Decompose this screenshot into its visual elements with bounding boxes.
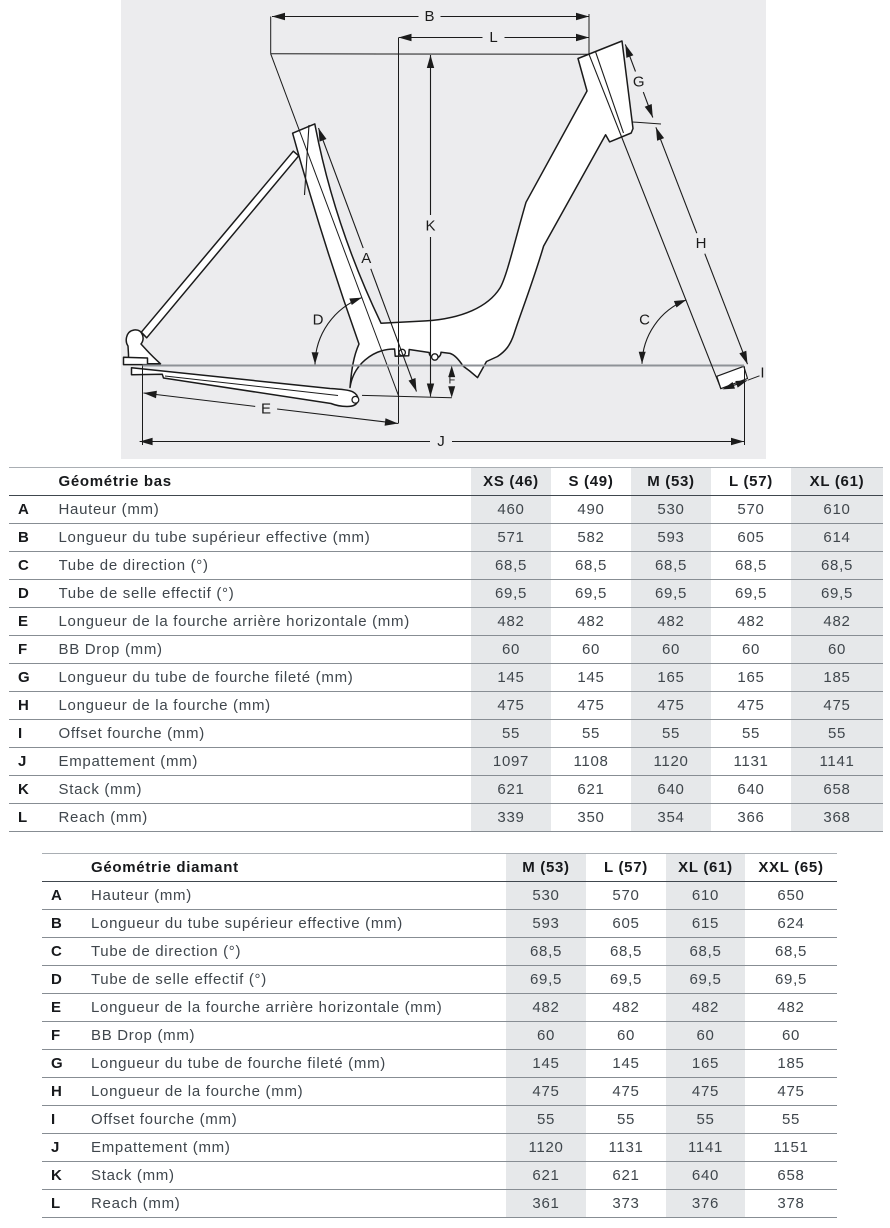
svg-text:G: G [633, 74, 645, 91]
svg-text:B: B [424, 8, 434, 25]
svg-text:A: A [361, 250, 371, 267]
svg-text:F: F [449, 375, 456, 387]
svg-text:K: K [425, 218, 435, 235]
svg-text:I: I [760, 365, 764, 382]
svg-text:L: L [489, 29, 497, 46]
svg-text:J: J [437, 433, 445, 450]
svg-text:D: D [313, 312, 324, 329]
svg-text:H: H [696, 235, 707, 252]
svg-text:C: C [639, 312, 650, 329]
svg-text:E: E [261, 400, 271, 417]
